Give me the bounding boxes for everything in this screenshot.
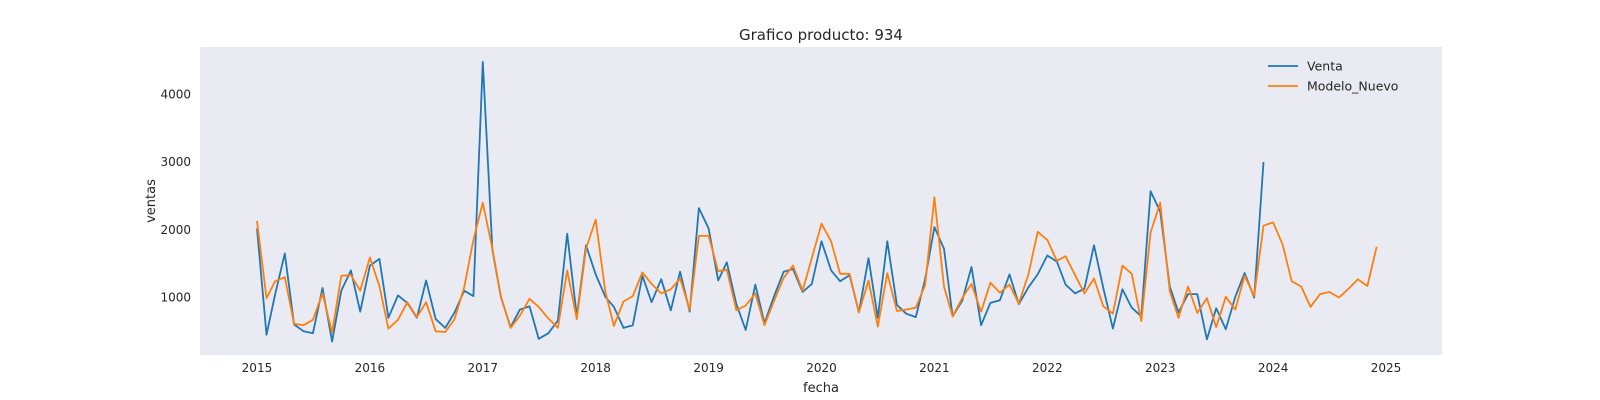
series-lines	[256, 61, 1378, 343]
x-tick-label: 2023	[1145, 361, 1176, 375]
x-tick-label: 2021	[919, 361, 950, 375]
x-tick-label: 2022	[1032, 361, 1063, 375]
y-axis-ticks: 1000 2000 3000 4000	[160, 87, 191, 304]
y-axis-label: ventas	[144, 179, 159, 223]
x-axis-ticks: 2015 2016 2017 2018 2019 2020 2021 2022 2023 2024…	[242, 361, 1402, 375]
series-line-venta	[256, 61, 1265, 343]
legend-label: Venta	[1307, 59, 1343, 74]
series-line-modelo_nuevo	[256, 196, 1378, 334]
x-tick-label: 2019	[693, 361, 724, 375]
legend: Venta Modelo_Nuevo	[1268, 59, 1398, 94]
x-tick-label: 2020	[806, 361, 837, 375]
y-tick-label: 1000	[160, 290, 191, 304]
x-tick-label: 2015	[242, 361, 273, 375]
x-tick-label: 2018	[580, 361, 611, 375]
legend-label: Modelo_Nuevo	[1307, 79, 1398, 94]
x-axis-label: fecha	[803, 381, 839, 396]
chart-title: Grafico producto: 934	[739, 26, 903, 44]
x-tick-label: 2017	[468, 361, 499, 375]
y-tick-label: 4000	[160, 87, 191, 101]
x-tick-label: 2025	[1371, 361, 1402, 375]
y-tick-label: 3000	[160, 155, 191, 169]
y-tick-label: 2000	[160, 223, 191, 237]
x-tick-label: 2016	[355, 361, 386, 375]
x-tick-label: 2024	[1258, 361, 1289, 375]
